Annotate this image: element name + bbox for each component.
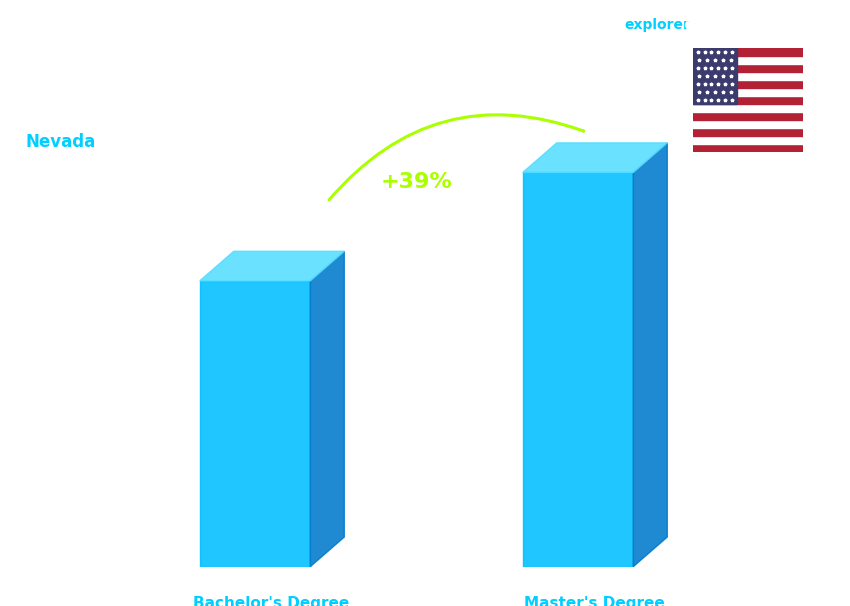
Text: Nevada: Nevada <box>26 133 96 152</box>
Bar <box>523 173 633 567</box>
Bar <box>693 88 803 96</box>
Polygon shape <box>310 251 344 567</box>
Text: Average Yearly Salary: Average Yearly Salary <box>836 277 847 390</box>
Text: 160,000 USD: 160,000 USD <box>684 110 805 128</box>
Text: .com: .com <box>680 18 717 32</box>
Bar <box>693 72 803 80</box>
Bar <box>693 144 803 152</box>
Bar <box>693 104 803 112</box>
Bar <box>693 64 803 72</box>
Text: explorer: explorer <box>625 18 690 32</box>
Polygon shape <box>200 251 344 281</box>
Bar <box>693 112 803 120</box>
Bar <box>693 48 737 104</box>
Bar <box>693 96 803 104</box>
Bar <box>693 56 803 64</box>
FancyArrowPatch shape <box>329 115 584 200</box>
Text: 116,000 USD: 116,000 USD <box>191 213 312 231</box>
Polygon shape <box>633 143 667 567</box>
Text: Master's Degree: Master's Degree <box>524 596 665 606</box>
Text: salary: salary <box>578 18 626 32</box>
Bar <box>200 281 310 567</box>
Bar <box>693 48 803 56</box>
Bar <box>693 128 803 136</box>
Text: Salary Comparison By Education: Salary Comparison By Education <box>26 24 508 50</box>
Bar <box>693 80 803 88</box>
Text: Assistant Director of Nursing: Assistant Director of Nursing <box>26 85 285 103</box>
Bar <box>693 136 803 144</box>
Text: Bachelor's Degree: Bachelor's Degree <box>194 596 349 606</box>
Polygon shape <box>523 143 667 173</box>
Text: +39%: +39% <box>381 172 452 192</box>
Bar <box>693 120 803 128</box>
